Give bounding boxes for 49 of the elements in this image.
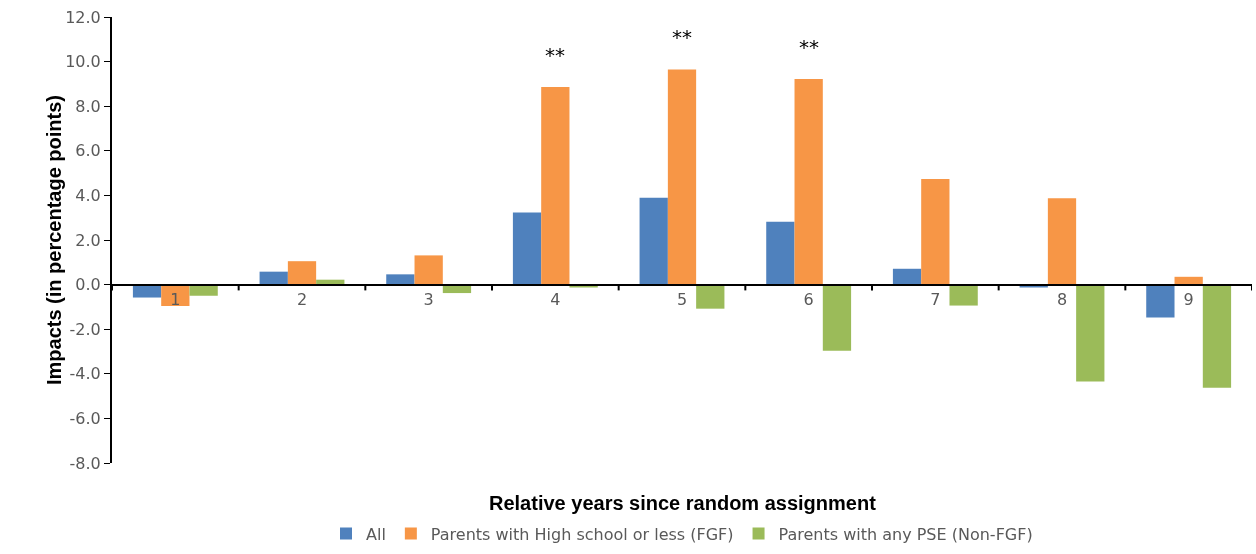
bar: [1076, 284, 1105, 382]
bar: [386, 274, 415, 285]
y-tick-label: 2.0: [75, 230, 101, 250]
bar: [639, 197, 668, 285]
bar: [949, 284, 978, 306]
x-tick-label: 3: [423, 289, 434, 309]
legend-label: Parents with any PSE (Non-FGF): [778, 524, 1033, 544]
bar: [696, 284, 725, 309]
y-tick-label: 12.0: [65, 7, 101, 27]
bar: [667, 69, 697, 285]
x-axis-title: Relative years since random assignment: [489, 492, 877, 514]
y-tick-label: -8.0: [69, 453, 101, 473]
y-tick-label: 6.0: [75, 141, 101, 161]
bar: [1202, 284, 1232, 388]
x-tick-label: 4: [550, 289, 561, 309]
bar: [794, 78, 823, 285]
y-tick-label: 0.0: [75, 275, 101, 295]
y-axis-title: Impacts (in percentage points): [43, 94, 65, 386]
annotation: **: [672, 25, 692, 49]
x-tick-label: 2: [296, 289, 308, 309]
x-tick-label: 8: [1056, 289, 1068, 309]
y-tick-label: 8.0: [75, 96, 101, 116]
y-tick-label: 4.0: [75, 186, 101, 205]
y-tick-label: -4.0: [69, 364, 101, 384]
legend-label: All: [366, 524, 386, 544]
bar: [414, 255, 443, 285]
bar: [541, 87, 570, 285]
legend-label: Parents with High school or less (FGF): [430, 524, 734, 544]
x-tick-label: 1: [170, 289, 181, 309]
y-tick-label: -6.0: [69, 409, 101, 428]
bar: [287, 261, 317, 285]
x-tick-label: 5: [676, 289, 688, 309]
bar: [921, 179, 950, 285]
x-tick-label: 7: [930, 289, 941, 309]
bar: [822, 284, 852, 351]
annotation: **: [799, 35, 819, 59]
bar: [892, 268, 922, 285]
y-tick-label: -2.0: [69, 319, 101, 339]
x-tick-label: 9: [1183, 289, 1194, 309]
bar: [132, 284, 162, 298]
bar: [259, 271, 288, 285]
bar: [189, 284, 218, 296]
x-tick-label: 6: [803, 289, 814, 309]
annotation: **: [545, 43, 565, 67]
bar: [1047, 198, 1077, 285]
bar: [512, 212, 542, 285]
bar: [1146, 284, 1175, 318]
bar: [766, 221, 795, 285]
y-tick-label: 10.0: [65, 52, 101, 72]
